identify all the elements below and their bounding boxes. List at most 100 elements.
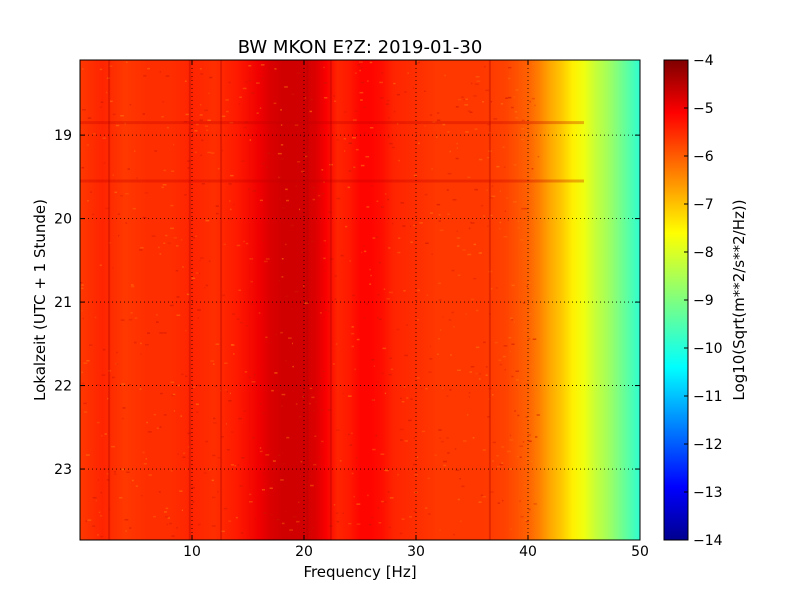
- heatmap-speckle: [486, 123, 491, 126]
- colorbar-label: Log10(Sqrt(m**2/s**2/Hz)): [730, 199, 748, 400]
- heatmap-speckle: [120, 319, 125, 321]
- heatmap-speckle: [437, 282, 441, 285]
- heatmap-speckle: [140, 353, 142, 355]
- heatmap-speckle: [361, 251, 363, 254]
- heatmap-speckle: [363, 245, 365, 247]
- heatmap-speckle: [80, 287, 84, 290]
- heatmap-speckle: [363, 106, 366, 109]
- heatmap-speckle: [250, 92, 255, 94]
- heatmap-speckle: [313, 409, 315, 412]
- heatmap-speckle: [363, 316, 366, 319]
- heatmap-speckle: [261, 489, 265, 491]
- heatmap-speckle: [207, 151, 211, 154]
- heatmap-speckle: [391, 222, 394, 225]
- heatmap-speckle: [416, 61, 419, 63]
- heatmap-speckle: [438, 338, 440, 340]
- heatmap-speckle: [92, 525, 96, 527]
- heatmap-speckle: [502, 146, 505, 148]
- heatmap-speckle: [404, 354, 408, 357]
- heatmap-speckle: [234, 465, 236, 467]
- heatmap-speckle: [424, 507, 428, 509]
- heatmap-speckle: [262, 162, 265, 165]
- heatmap-speckle: [163, 511, 167, 513]
- heatmap-speckle: [140, 247, 144, 249]
- heatmap-speckle: [453, 326, 455, 328]
- heatmap-speckle: [226, 449, 230, 451]
- heatmap-speckle: [485, 89, 489, 92]
- heatmap-speckle: [322, 370, 326, 373]
- heatmap-speckle: [489, 313, 491, 315]
- heatmap-speckle: [387, 136, 390, 138]
- heatmap-speckle: [384, 193, 387, 195]
- heatmap-speckle: [274, 68, 277, 70]
- heatmap-speckle: [436, 203, 441, 206]
- heatmap-speckle: [333, 95, 335, 97]
- heatmap-speckle: [213, 363, 215, 365]
- heatmap-speckle: [144, 192, 149, 194]
- heatmap-speckle: [243, 240, 245, 243]
- heatmap-speckle: [117, 213, 121, 215]
- heatmap-speckle: [369, 184, 374, 187]
- heatmap-speckle: [81, 284, 84, 286]
- heatmap-speckle: [278, 279, 280, 282]
- heatmap-speckle: [465, 98, 468, 100]
- heatmap-speckle: [281, 207, 286, 209]
- heatmap-speckle: [204, 109, 209, 112]
- heatmap-speckle: [478, 501, 482, 503]
- heatmap-speckle: [496, 465, 500, 468]
- heatmap-speckle: [355, 148, 359, 151]
- heatmap-speckle: [480, 204, 484, 207]
- spectral-line: [488, 60, 491, 540]
- heatmap-speckle: [370, 516, 374, 519]
- heatmap-speckle: [266, 166, 269, 169]
- heatmap-speckle: [103, 162, 106, 164]
- heatmap-speckle: [377, 381, 379, 383]
- heatmap-speckle: [323, 82, 328, 84]
- heatmap-speckle: [139, 249, 143, 251]
- y-tick-label: 23: [54, 462, 72, 478]
- heatmap-speckle: [214, 385, 218, 388]
- heatmap-speckle: [456, 230, 458, 233]
- heatmap-speckle: [100, 101, 104, 103]
- heatmap-speckle: [269, 487, 273, 489]
- heatmap-speckle: [440, 329, 442, 331]
- heatmap-speckle: [236, 244, 241, 247]
- heatmap-speckle: [462, 249, 466, 251]
- heatmap-speckle: [242, 87, 247, 90]
- heatmap-speckle: [205, 219, 210, 222]
- heatmap-speckle: [457, 98, 462, 101]
- heatmap-speckle: [229, 200, 231, 202]
- heatmap-speckle: [401, 401, 405, 403]
- heatmap-speckle: [388, 291, 393, 294]
- heatmap-speckle: [340, 255, 345, 257]
- heatmap-speckle: [147, 431, 152, 433]
- heatmap-speckle: [100, 535, 104, 538]
- heatmap-speckle: [173, 143, 175, 146]
- heatmap-speckle: [133, 341, 137, 344]
- heatmap-speckle: [263, 512, 267, 514]
- heatmap-speckle: [249, 501, 253, 503]
- heatmap-speckle: [487, 225, 489, 227]
- heatmap-speckle: [429, 212, 434, 214]
- heatmap-speckle: [507, 219, 509, 221]
- heatmap-speckle: [376, 200, 379, 202]
- heatmap-speckle: [101, 374, 106, 376]
- heatmap-speckle: [148, 474, 152, 476]
- heatmap-speckle: [276, 518, 280, 521]
- heatmap-speckle: [511, 343, 515, 345]
- heatmap-speckle: [180, 239, 183, 241]
- heatmap-speckle: [260, 366, 262, 368]
- heatmap-speckle: [192, 236, 196, 239]
- heatmap-speckle: [494, 341, 498, 344]
- heatmap-speckle: [457, 369, 461, 371]
- heatmap-speckle: [491, 460, 495, 462]
- heatmap-speckle: [162, 101, 165, 103]
- heatmap-speckle: [329, 525, 333, 527]
- heatmap-speckle: [356, 338, 360, 341]
- heatmap-speckle: [428, 371, 432, 373]
- heatmap-speckle: [488, 150, 492, 152]
- heatmap-speckle: [414, 474, 418, 476]
- heatmap-speckle: [163, 169, 166, 172]
- heatmap-speckle: [499, 227, 501, 230]
- heatmap-speckle: [211, 479, 214, 482]
